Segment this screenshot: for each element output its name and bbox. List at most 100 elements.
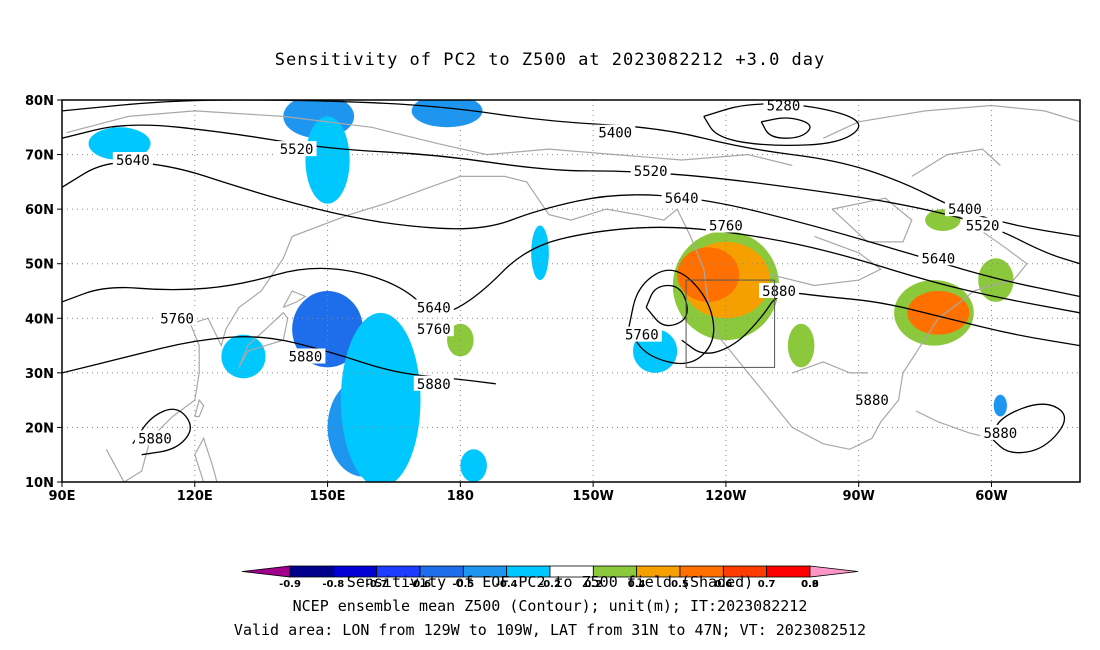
contour-5640-4 — [62, 161, 1080, 298]
coastline-10 — [911, 148, 1001, 177]
valid-area-box — [685, 279, 776, 368]
shaded-region-5 — [88, 127, 151, 161]
contour-label-17: 5880 — [138, 431, 172, 447]
coastline-11 — [915, 410, 992, 439]
contour-label-bg-15 — [285, 348, 326, 364]
x-axis-ticks: 90E 120E 150E 180 150W 120W 90W 60W — [49, 482, 1008, 504]
contour-label-bg-5 — [962, 217, 1003, 233]
shaded-region-15 — [787, 323, 815, 368]
coastline-5 — [194, 436, 218, 482]
contour-5520-3 — [62, 124, 1080, 265]
contour-label-bg-6 — [112, 152, 153, 168]
y-tick-1: 20N — [25, 421, 54, 436]
contour-label-bg-10 — [705, 217, 746, 233]
coastline-12 — [792, 361, 868, 374]
contour-5280-0 — [703, 103, 860, 147]
contour-label-bg-14 — [759, 283, 800, 298]
colorbar-label: Sensitivity of EOF PC2 to Z500 field (Sh… — [346, 573, 754, 591]
coastline-3 — [282, 290, 307, 308]
coastline-4 — [194, 398, 205, 418]
contour-label-0: 5280 — [767, 98, 801, 114]
colorbar-tick-6: -0.2 — [539, 579, 561, 590]
shaded-region-10 — [531, 225, 549, 281]
footer-line-1: NCEP ensemble mean Z500 (Contour); unit(… — [292, 597, 808, 615]
y-axis-ticks: 10N 20N 30N 40N 50N 60N 70N 80N — [25, 94, 62, 491]
contour-label-10: 5760 — [709, 219, 743, 235]
contour-label-16: 5880 — [417, 377, 451, 393]
coastline-6 — [770, 235, 882, 287]
contour-5880-6 — [62, 336, 496, 385]
contour-5760-5 — [62, 226, 1080, 314]
contour-label-bg-7 — [661, 190, 702, 206]
colorbar-tick-8: 0.4 — [628, 579, 646, 590]
x-tick-3: 180 — [447, 489, 474, 504]
contour-label-bg-17 — [134, 430, 175, 446]
contour-label-bg-16 — [413, 375, 454, 391]
contour-label-bg-12 — [413, 321, 454, 337]
coastline-8 — [66, 110, 793, 167]
contour-label-bg-11 — [157, 310, 198, 326]
coastlines — [66, 104, 1080, 482]
chart-title: Sensitivity of PC2 to Z500 at 2023082212… — [274, 50, 826, 70]
contour-label-11: 5760 — [160, 311, 194, 327]
shaded-region-0 — [292, 291, 363, 368]
contour-label-14: 5880 — [762, 284, 796, 300]
colorbar-high-arrow — [809, 565, 859, 578]
footer-line-2: Valid area: LON from 129W to 109W, LAT f… — [233, 621, 867, 639]
colorbar-tick-1: -0.8 — [322, 579, 344, 590]
colorbar-tick-5: -0.4 — [496, 579, 518, 590]
colorbar-tick-11: 0.7 — [758, 579, 776, 590]
contour-label-bg-8 — [918, 250, 959, 266]
contour-label-bg-13 — [621, 326, 662, 342]
colorbar-tick-3: -0.6 — [409, 579, 431, 590]
colorbar-tick-9: 0.5 — [671, 579, 689, 590]
contour-label-2: 5400 — [948, 202, 982, 218]
contour-label-12: 5760 — [417, 322, 451, 338]
colorbar-tick-12: 0.8 — [801, 579, 819, 590]
shaded-region-14 — [677, 247, 740, 302]
x-tick-5: 120W — [705, 489, 746, 504]
contour-label-bg-18 — [851, 392, 892, 408]
shaded-region-11 — [993, 394, 1007, 417]
contour-label-8: 5640 — [922, 251, 956, 267]
coastline-9 — [823, 104, 1080, 139]
contour-label-9: 5640 — [417, 300, 451, 316]
contour-label-bg-3 — [276, 141, 317, 157]
colorbar-tick-0: -0.9 — [279, 579, 301, 590]
gridlines — [62, 100, 1080, 482]
contour-label-bg-0 — [763, 97, 804, 113]
contour-labels: 5280540054005520552055205640564056405640… — [112, 97, 1021, 447]
contour-label-bg-1 — [595, 124, 636, 140]
contour-label-bg-9 — [413, 299, 454, 315]
x-tick-2: 150E — [310, 489, 346, 504]
colorbar-tick-7: 0.2 — [584, 579, 602, 590]
y-tick-2: 30N — [25, 367, 54, 382]
contour-label-15: 5880 — [289, 349, 323, 365]
y-tick-4: 50N — [25, 258, 54, 273]
y-tick-7: 80N — [25, 94, 54, 109]
contour-label-bg-4 — [630, 162, 671, 178]
x-tick-7: 60W — [975, 489, 1007, 504]
shaded-region-8 — [460, 449, 487, 482]
contour-5760-8 — [627, 269, 715, 365]
y-tick-0: 10N — [25, 476, 54, 491]
colorbar-tick-10: 0.6 — [714, 579, 732, 590]
coastline-0 — [676, 208, 1028, 450]
colorbar-tick-13: 0.9 — [801, 579, 819, 590]
x-tick-1: 120E — [177, 489, 213, 504]
contour-label-18: 5880 — [855, 393, 889, 409]
contour-label-7: 5640 — [665, 191, 699, 207]
x-tick-6: 90W — [842, 489, 874, 504]
contour-label-19: 5880 — [983, 426, 1017, 442]
y-tick-6: 70N — [25, 149, 54, 164]
colorbar: -0.9 -0.8 -0.7 -0.6 -0.5 -0.4 -0.2 0.2 0.4 0.5 0.6… — [241, 565, 859, 590]
shaded-region-17 — [907, 291, 970, 335]
shaded-region-19 — [978, 258, 1014, 302]
contour-5340-1 — [760, 117, 811, 139]
contour-label-3: 5520 — [280, 142, 314, 158]
contour-label-6: 5640 — [116, 153, 150, 169]
contour-label-bg-19 — [980, 424, 1021, 440]
y-tick-3: 40N — [25, 312, 54, 327]
x-tick-4: 150W — [572, 489, 613, 504]
